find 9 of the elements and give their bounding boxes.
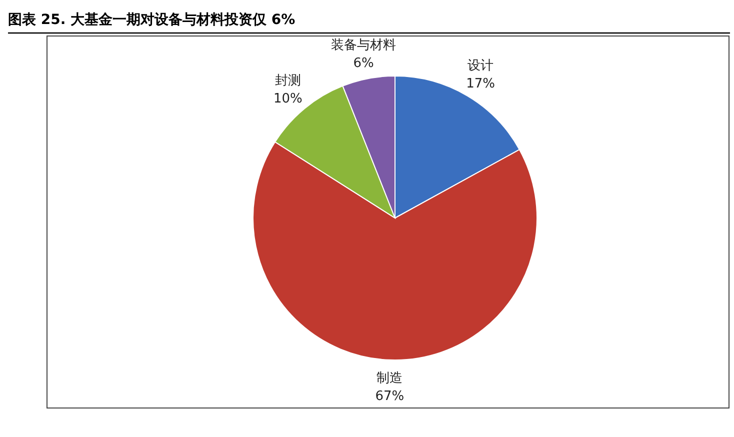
slice-label: 封测	[274, 74, 301, 89]
data-label: 67%	[375, 388, 404, 404]
chart-title: 图表 25. 大基金一期对设备与材料投资仅 6%	[8, 12, 296, 28]
data-label: 6%	[353, 56, 374, 71]
slice-label: 制造	[376, 370, 403, 386]
data-label: 10%	[273, 92, 302, 107]
slice-label: 装备与材料	[331, 38, 396, 53]
slice-label: 设计	[468, 58, 494, 74]
data-label: 17%	[466, 76, 495, 92]
